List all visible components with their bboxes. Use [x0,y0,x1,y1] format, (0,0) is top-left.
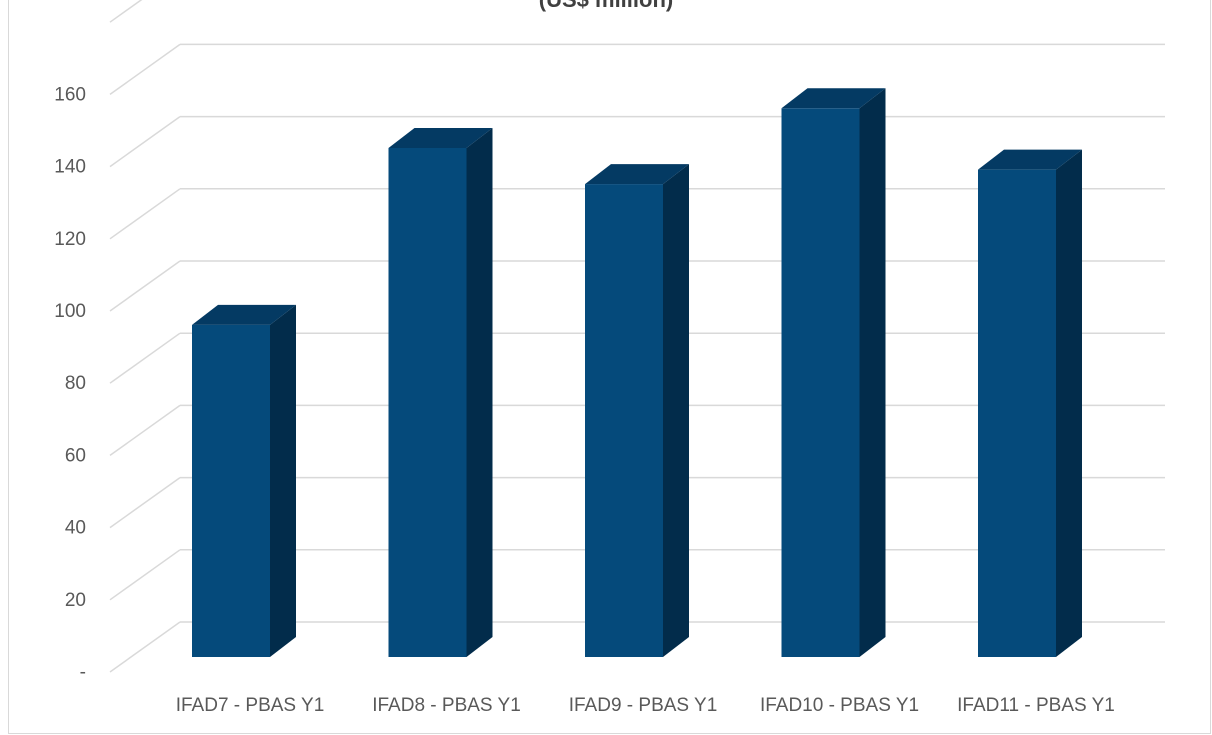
bar-front [585,184,663,657]
gridline-side [109,549,181,601]
y-tick-label: 120 [54,229,86,250]
bar [388,127,493,658]
bar-side [1056,149,1082,657]
gridline-side [109,332,181,384]
x-tick-label: IFAD11 - PBAS Y1 [957,695,1115,716]
bar-side [859,88,886,657]
gridline-side [109,0,143,23]
bar-top [781,88,886,109]
bar [781,88,886,657]
bar-side [466,127,493,658]
chart-title: (US$ million) [0,0,1212,13]
bar-top [192,304,296,325]
y-tick-label: 80 [65,373,86,394]
x-tick-label: IFAD7 - PBAS Y1 [176,695,325,716]
gridline-side [109,260,181,312]
bar-front [978,169,1056,657]
bar-top [585,164,689,185]
y-tick-label: 100 [54,301,86,322]
gridline-side [109,621,181,673]
gridline-side [109,115,181,168]
bar-side [663,164,689,657]
bar-side [270,304,296,657]
bar-front [192,324,270,657]
bar [585,164,689,657]
y-tick-label: - [80,662,86,683]
bar-top [388,127,493,148]
x-axis-ticks: IFAD7 - PBAS Y1 IFAD8 - PBAS Y1 IFAD9 - PB… [176,695,1115,716]
bar-front [388,147,467,658]
y-tick-label: 160 [54,84,86,105]
gridline-side [109,476,181,529]
gridline-side [109,188,181,240]
gridline-side [109,43,181,96]
bars [192,88,1082,658]
bar [978,149,1082,657]
y-axis-ticks: - 20 40 60 80 100 120 140 160 [54,84,86,683]
y-tick-label: 140 [54,157,86,178]
y-tick-label: 60 [65,445,86,466]
bar-top [978,149,1082,170]
bar [192,304,296,657]
x-tick-label: IFAD10 - PBAS Y1 [760,695,919,716]
x-tick-label: IFAD9 - PBAS Y1 [569,695,718,716]
y-tick-label: 40 [65,518,86,539]
y-tick-label: 20 [65,590,86,611]
bar-front [781,108,860,657]
x-tick-label: IFAD8 - PBAS Y1 [372,695,521,716]
gridline-side [109,404,181,457]
